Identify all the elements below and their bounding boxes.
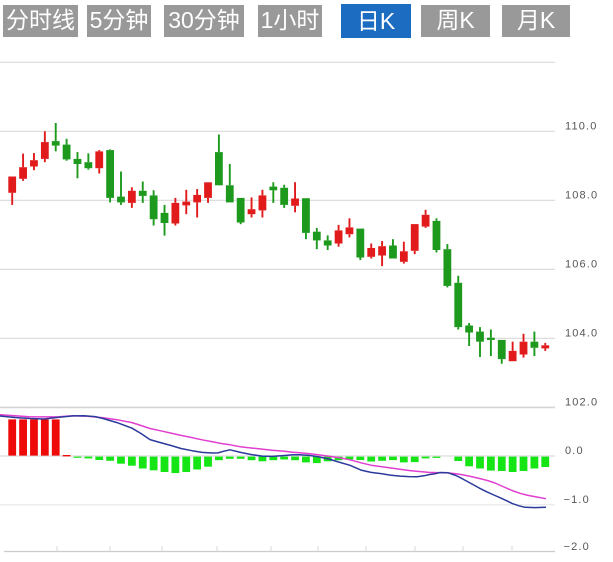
svg-text:−2.0: −2.0 (564, 541, 590, 553)
svg-text:108.0: 108.0 (565, 189, 598, 201)
svg-text:102.0: 102.0 (565, 396, 598, 408)
svg-text:106.0: 106.0 (565, 258, 598, 270)
svg-text:104.0: 104.0 (565, 327, 598, 339)
svg-text:0.0: 0.0 (565, 445, 584, 457)
svg-text:−1.0: −1.0 (564, 494, 590, 506)
svg-text:110.0: 110.0 (565, 120, 597, 132)
